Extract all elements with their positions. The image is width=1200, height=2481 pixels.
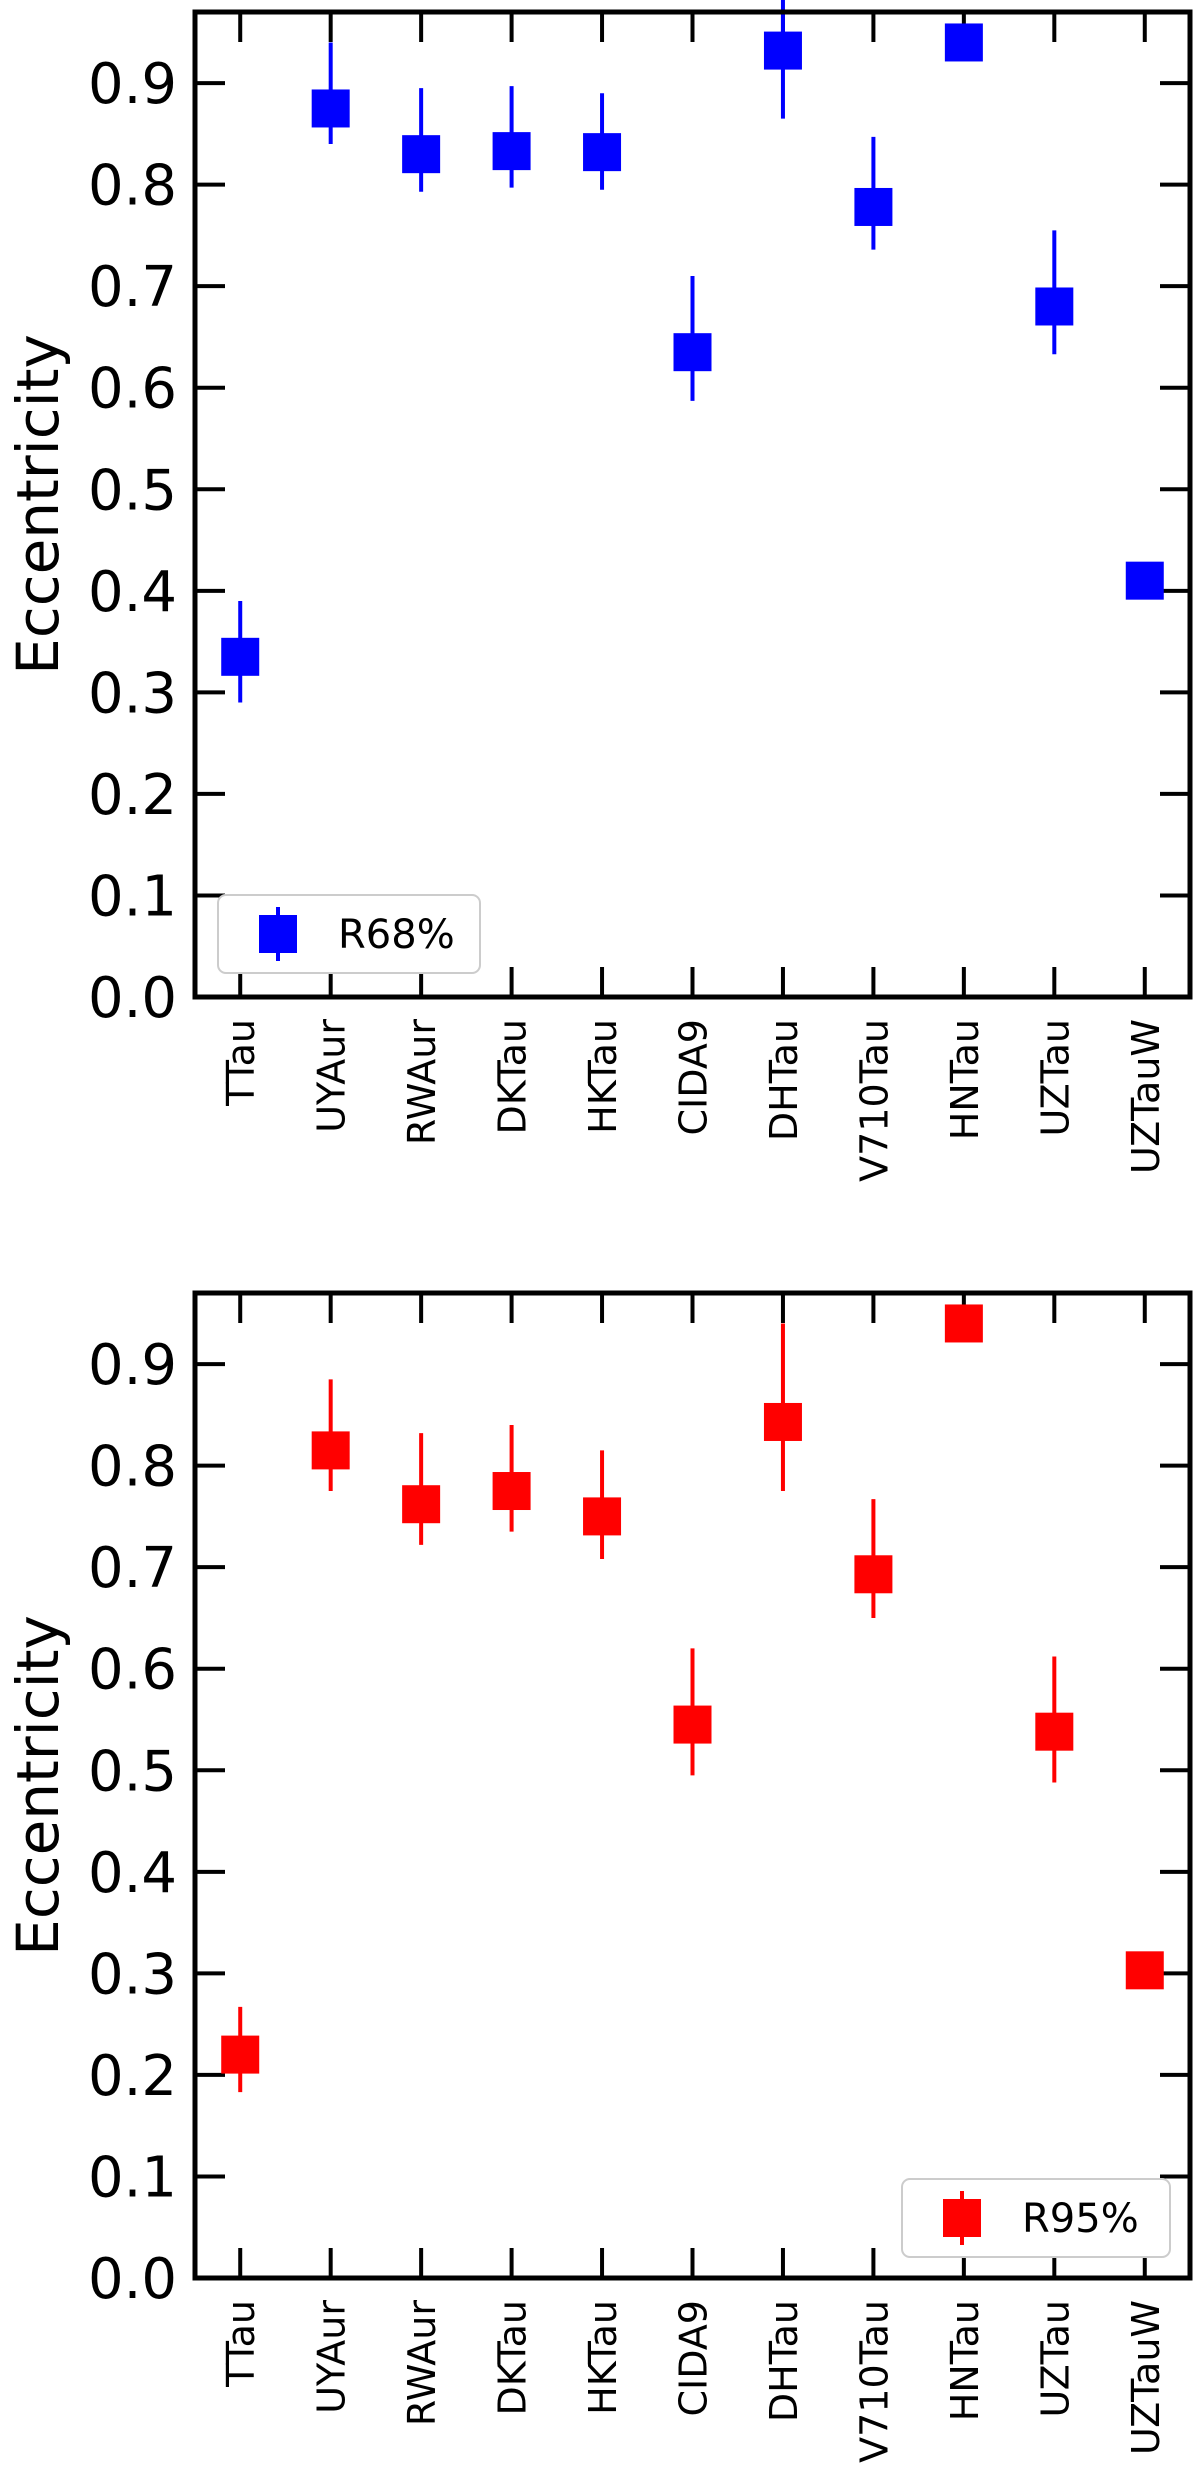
x-tick-label: DHTau xyxy=(762,2300,806,2422)
data-point-marker xyxy=(1125,561,1164,600)
x-tick-label: DHTau xyxy=(762,1019,806,1141)
x-tick-label: V710Tau xyxy=(852,1019,896,1182)
x-tick-label: TTau xyxy=(219,1019,263,1107)
legend-marker xyxy=(943,2199,981,2237)
x-tick-label: HNTau xyxy=(943,1019,987,1140)
x-tick-label: UZTau xyxy=(1033,2300,1077,2417)
x-tick-label: UYAur xyxy=(310,1019,354,1133)
y-tick-label: 0.5 xyxy=(88,1739,177,1804)
chart-panel-r95: 0.0 0.1 0.2 0.3 0.4 0.5 0.6 0.7 0.8 0.9 TTau UYAur R… xyxy=(4,1290,1193,2463)
x-tick-label: HKTau xyxy=(581,2300,625,2415)
y-tick-label: 0.3 xyxy=(88,661,177,726)
y-axis-label: Eccentricity xyxy=(4,1615,72,1956)
legend-marker xyxy=(259,915,297,953)
data-point-marker xyxy=(1035,287,1074,326)
data-point-marker xyxy=(583,133,622,172)
y-tick-label: 0.5 xyxy=(88,458,177,523)
data-point-marker xyxy=(492,132,531,171)
legend-box xyxy=(901,2178,1171,2258)
legend-box xyxy=(217,894,481,974)
legend-label: R95% xyxy=(1022,2196,1139,2242)
y-tick-label: 0.0 xyxy=(88,966,177,1031)
data-point-marker xyxy=(854,1555,893,1594)
y-tick-label: 0.1 xyxy=(88,864,177,929)
x-tick-label: RWAur xyxy=(400,2300,444,2426)
data-point-marker xyxy=(1035,1712,1074,1751)
y-tick-label: 0.2 xyxy=(88,2044,177,2109)
data-point-marker xyxy=(311,89,350,128)
data-point-marker xyxy=(944,23,983,62)
data-point-marker xyxy=(221,2035,260,2074)
x-tick-label: CIDA9 xyxy=(672,2300,716,2417)
x-tick-label: UZTauW xyxy=(1124,1019,1168,1174)
data-point-marker xyxy=(311,1431,350,1470)
y-tick-label: 0.9 xyxy=(88,1333,177,1398)
x-tick-label: V710Tau xyxy=(852,2300,896,2463)
y-tick-label: 0.4 xyxy=(88,560,177,625)
x-tick-label: HNTau xyxy=(943,2300,987,2421)
data-point-marker xyxy=(854,187,893,226)
y-axis-label: Eccentricity xyxy=(4,334,72,675)
y-tick-label: 0.7 xyxy=(88,255,177,320)
data-point-marker xyxy=(492,1472,531,1511)
y-tick-label: 0.0 xyxy=(88,2247,177,2312)
y-tick-label: 0.6 xyxy=(88,357,177,422)
x-tick-label: CIDA9 xyxy=(672,1019,716,1136)
x-tick-label: UZTau xyxy=(1033,1019,1077,1136)
data-point-marker xyxy=(944,1304,983,1343)
data-point-marker xyxy=(402,1485,441,1524)
x-tick-label: DKTau xyxy=(491,2300,535,2416)
data-point-marker xyxy=(221,637,260,676)
y-tick-label: 0.3 xyxy=(88,1942,177,2007)
x-tick-label: UYAur xyxy=(310,2300,354,2414)
data-point-marker xyxy=(763,1402,802,1441)
y-tick-label: 0.7 xyxy=(88,1536,177,1601)
y-tick-label: 0.8 xyxy=(88,154,177,219)
data-point-marker xyxy=(583,1497,622,1536)
x-tick-label: DKTau xyxy=(491,1019,535,1135)
y-tick-label: 0.6 xyxy=(88,1638,177,1703)
x-tick-label: RWAur xyxy=(400,1019,444,1145)
x-tick-label: UZTauW xyxy=(1124,2300,1168,2455)
data-point-marker xyxy=(763,31,802,70)
x-tick-label: HKTau xyxy=(581,1019,625,1134)
y-tick-label: 0.9 xyxy=(88,52,177,117)
plot-frame xyxy=(192,9,1193,1000)
y-tick-label: 0.1 xyxy=(88,2145,177,2210)
data-point-marker xyxy=(1125,1951,1164,1990)
y-tick-label: 0.2 xyxy=(88,763,177,828)
chart-panel-r68: 0.0 0.1 0.2 0.3 0.4 0.5 0.6 0.7 0.8 0.9 TTau UYAur R… xyxy=(4,0,1193,1182)
data-point-marker xyxy=(673,333,712,372)
data-point-marker xyxy=(402,135,441,174)
y-tick-label: 0.8 xyxy=(88,1435,177,1500)
data-point-marker xyxy=(673,1705,712,1744)
plot-frame xyxy=(192,1290,1193,2281)
legend-label: R68% xyxy=(338,912,455,958)
y-tick-label: 0.4 xyxy=(88,1841,177,1906)
x-tick-label: TTau xyxy=(219,2300,263,2388)
